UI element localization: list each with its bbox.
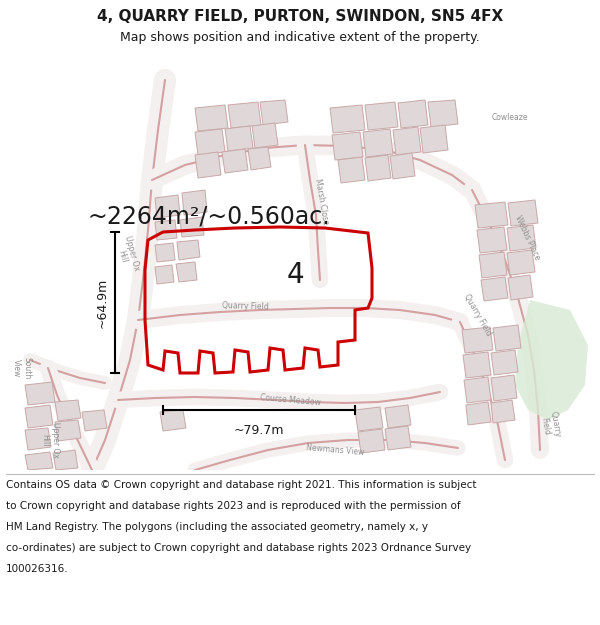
- Text: to Crown copyright and database rights 2023 and is reproduced with the permissio: to Crown copyright and database rights 2…: [6, 501, 461, 511]
- Polygon shape: [398, 100, 428, 128]
- Text: ~64.9m: ~64.9m: [96, 278, 109, 328]
- Polygon shape: [55, 400, 81, 421]
- Polygon shape: [177, 240, 200, 260]
- Text: Contains OS data © Crown copyright and database right 2021. This information is : Contains OS data © Crown copyright and d…: [6, 480, 476, 490]
- Polygon shape: [155, 265, 174, 284]
- Text: Upper Ox
Hill: Upper Ox Hill: [40, 422, 60, 458]
- Polygon shape: [25, 428, 51, 450]
- Polygon shape: [155, 195, 180, 218]
- Text: Quarry Field: Quarry Field: [221, 301, 268, 311]
- Polygon shape: [507, 225, 536, 251]
- Polygon shape: [25, 382, 55, 405]
- Polygon shape: [182, 190, 207, 215]
- Polygon shape: [385, 426, 411, 450]
- Polygon shape: [260, 100, 288, 125]
- Polygon shape: [393, 127, 421, 155]
- Polygon shape: [155, 243, 175, 262]
- Text: Quarry
Field: Quarry Field: [538, 411, 562, 439]
- Polygon shape: [481, 277, 508, 301]
- Polygon shape: [365, 102, 398, 130]
- Polygon shape: [160, 410, 186, 431]
- Polygon shape: [385, 405, 411, 428]
- Polygon shape: [222, 149, 248, 173]
- Text: South
View: South View: [12, 357, 32, 379]
- Text: 4, QUARRY FIELD, PURTON, SWINDON, SN5 4FX: 4, QUARRY FIELD, PURTON, SWINDON, SN5 4F…: [97, 9, 503, 24]
- Text: Map shows position and indicative extent of the property.: Map shows position and indicative extent…: [120, 31, 480, 44]
- Text: co-ordinates) are subject to Crown copyright and database rights 2023 Ordnance S: co-ordinates) are subject to Crown copyr…: [6, 543, 471, 553]
- Text: Webbs Place: Webbs Place: [513, 214, 541, 262]
- Polygon shape: [25, 452, 53, 470]
- Polygon shape: [390, 153, 415, 179]
- Polygon shape: [491, 375, 517, 401]
- Polygon shape: [248, 147, 271, 170]
- Polygon shape: [507, 250, 535, 275]
- Polygon shape: [420, 125, 448, 153]
- Text: HM Land Registry. The polygons (including the associated geometry, namely x, y: HM Land Registry. The polygons (includin…: [6, 522, 428, 532]
- Text: Course Meadow: Course Meadow: [259, 393, 320, 407]
- Polygon shape: [338, 157, 365, 183]
- Polygon shape: [462, 327, 493, 353]
- Text: ~2264m²/~0.560ac.: ~2264m²/~0.560ac.: [88, 205, 331, 229]
- Polygon shape: [491, 400, 515, 423]
- Text: 100026316.: 100026316.: [6, 564, 68, 574]
- Polygon shape: [515, 300, 588, 420]
- Polygon shape: [176, 262, 197, 282]
- Polygon shape: [464, 377, 491, 403]
- Polygon shape: [479, 252, 507, 278]
- Text: Newmans View: Newmans View: [305, 443, 364, 457]
- Polygon shape: [363, 129, 393, 157]
- Polygon shape: [195, 152, 221, 178]
- Polygon shape: [428, 100, 458, 127]
- Text: 4: 4: [286, 261, 304, 289]
- Polygon shape: [195, 105, 228, 131]
- Polygon shape: [25, 405, 53, 428]
- Polygon shape: [155, 220, 177, 240]
- Text: Quarry Field: Quarry Field: [463, 292, 494, 338]
- Text: Upper Ox
Hill: Upper Ox Hill: [113, 235, 141, 275]
- Polygon shape: [252, 123, 278, 148]
- Polygon shape: [332, 132, 363, 160]
- Text: Cowleaze: Cowleaze: [492, 114, 528, 122]
- Polygon shape: [466, 402, 491, 425]
- Polygon shape: [228, 102, 261, 128]
- Polygon shape: [330, 105, 365, 133]
- Polygon shape: [355, 407, 383, 431]
- Polygon shape: [195, 129, 225, 155]
- Polygon shape: [82, 410, 107, 431]
- Polygon shape: [55, 420, 81, 441]
- Polygon shape: [365, 155, 391, 181]
- Polygon shape: [508, 200, 538, 226]
- Text: Marsh Close: Marsh Close: [314, 178, 331, 226]
- Polygon shape: [358, 429, 385, 453]
- Polygon shape: [477, 227, 507, 253]
- Polygon shape: [491, 350, 518, 375]
- Polygon shape: [508, 275, 533, 300]
- Text: ~79.7m: ~79.7m: [234, 424, 284, 437]
- Polygon shape: [475, 202, 508, 228]
- Polygon shape: [225, 126, 253, 151]
- Polygon shape: [463, 352, 491, 378]
- Polygon shape: [53, 450, 78, 470]
- Polygon shape: [493, 325, 521, 351]
- Polygon shape: [180, 217, 204, 237]
